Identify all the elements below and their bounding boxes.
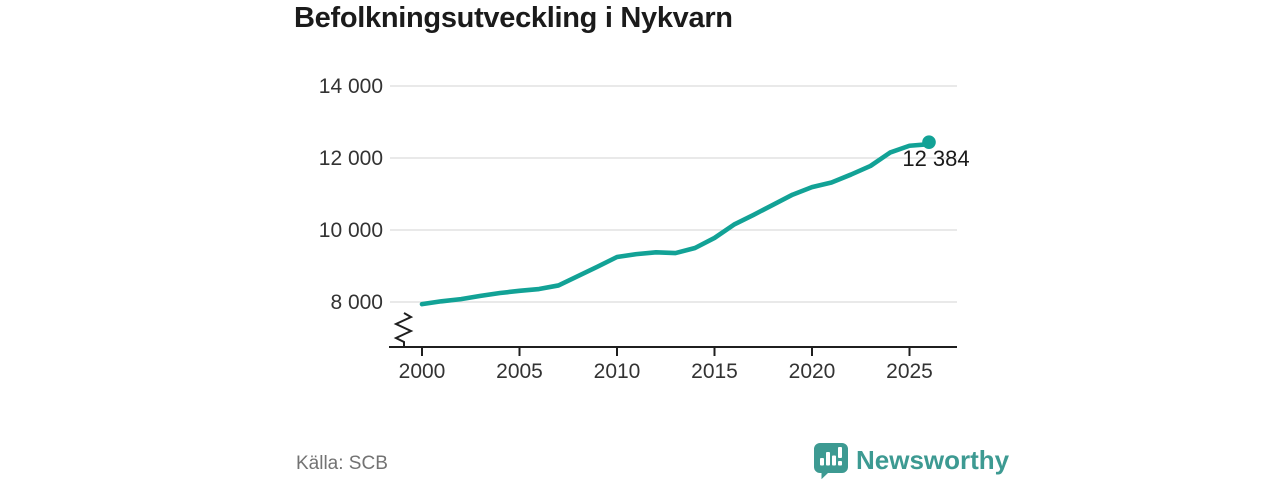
exclamation-stem (838, 447, 842, 458)
exclamation-dot (838, 461, 842, 466)
y-axis-tick-label: 14 000 (319, 75, 383, 98)
x-axis-tick-label: 2015 (691, 360, 738, 383)
y-axis-break-zigzag (393, 312, 414, 347)
x-axis-tick-label: 2000 (399, 360, 446, 383)
newsworthy-speech-bubble-bar-chart-icon (814, 443, 848, 479)
population-series-line (419, 141, 932, 307)
newsworthy-logo[interactable]: Newsworthy (811, 441, 1009, 479)
x-axis-tick-label: 2005 (496, 360, 543, 383)
speech-bubble-shape (814, 443, 848, 479)
bar-chart-glyph (820, 447, 842, 466)
x-axis-tick-label: 2010 (594, 360, 641, 383)
source-label: Källa: SCB (296, 453, 388, 474)
y-axis-tick-label: 12 000 (319, 147, 383, 170)
x-axis-tick-label: 2020 (789, 360, 836, 383)
newsworthy-wordmark: Newsworthy (856, 444, 1010, 475)
last-point-value-label: 12 384 (902, 146, 969, 171)
chart-title: Befolkningsutveckling i Nykvarn (294, 2, 733, 34)
last-point-marker (922, 135, 936, 149)
y-axis-tick-label: 10 000 (319, 219, 383, 242)
y-axis-tick-label: 8 000 (330, 291, 383, 314)
x-axis-tick-label: 2025 (886, 360, 933, 383)
